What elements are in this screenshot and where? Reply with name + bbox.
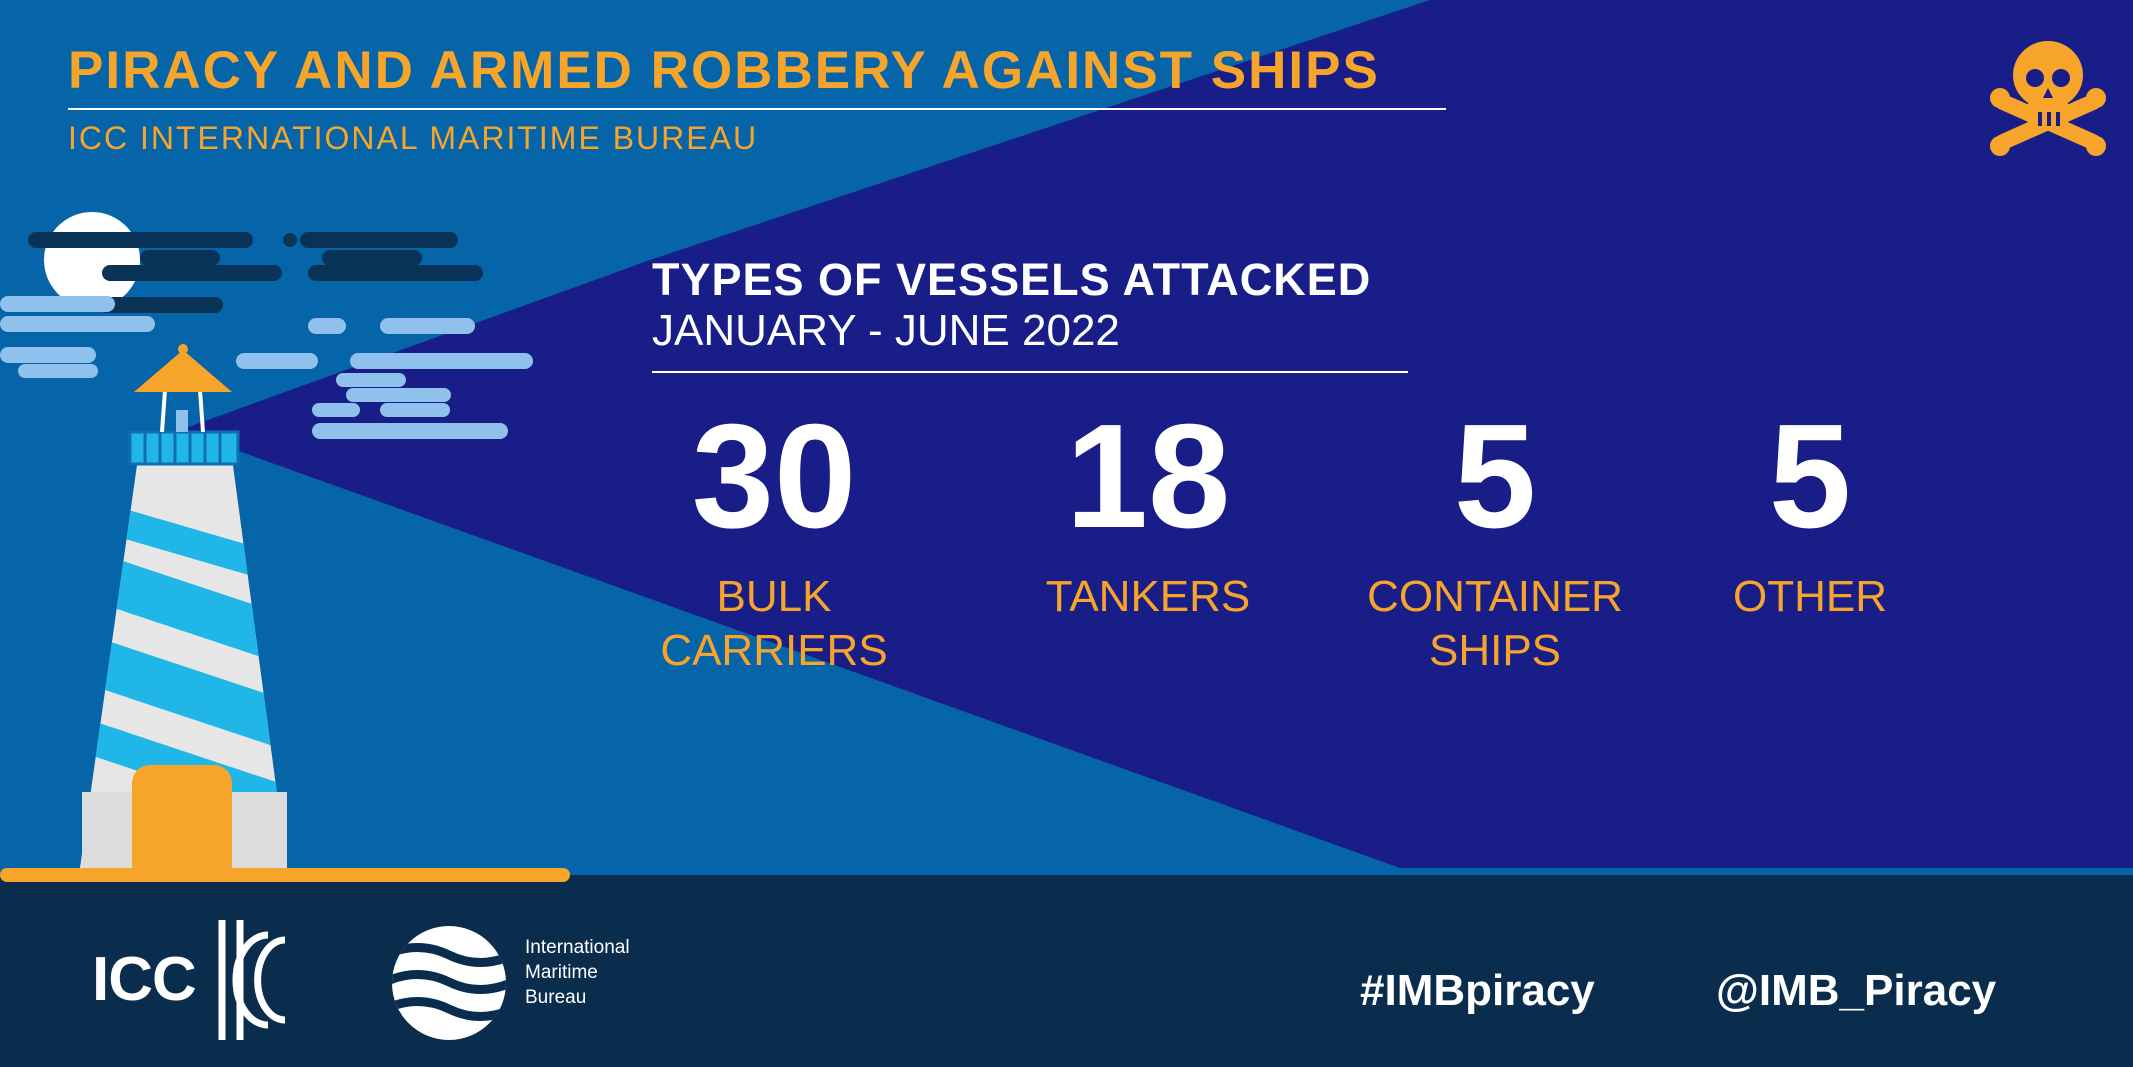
imb-line: Maritime [525, 962, 598, 983]
twitter-handle[interactable]: @IMB_Piracy [1716, 966, 1997, 1015]
stat-value: 5 [1768, 394, 1852, 559]
stat-bulk-carriers: 30 BULK CARRIERS [624, 402, 924, 678]
stat-label: OTHER [1733, 572, 1887, 621]
section-period: JANUARY - JUNE 2022 [652, 306, 1120, 355]
icc-logo-mark [218, 920, 286, 1040]
imb-logo-text: International Maritime Bureau [525, 935, 685, 1010]
organization-name: ICC INTERNATIONAL MARITIME BUREAU [68, 120, 759, 156]
stat-label: BULK CARRIERS [660, 572, 888, 675]
section-divider [652, 371, 1408, 373]
page-title: PIRACY AND ARMED ROBBERY AGAINST SHIPS [68, 41, 1380, 100]
hashtag[interactable]: #IMBpiracy [1360, 966, 1595, 1015]
imb-line: Bureau [525, 987, 587, 1008]
navy-panel [180, 0, 2133, 868]
stat-value: 18 [1065, 394, 1231, 559]
imb-line: International [525, 937, 630, 958]
stat-value: 5 [1453, 394, 1537, 559]
moon-icon [44, 212, 140, 308]
stat-value: 30 [691, 394, 857, 559]
footer-band [0, 875, 2133, 1067]
stat-label: CONTAINER SHIPS [1367, 572, 1623, 675]
lighthouse-illustration [80, 344, 287, 868]
title-divider [68, 108, 1446, 110]
section-title: TYPES OF VESSELS ATTACKED [652, 254, 1372, 305]
imb-waves-logo [392, 926, 506, 1040]
dark-clouds [28, 232, 483, 313]
stat-tankers: 18 TANKERS [998, 402, 1298, 624]
light-clouds [0, 296, 533, 439]
stat-container-ships: 5 CONTAINER SHIPS [1345, 402, 1645, 678]
skull-crossbones-icon [1990, 41, 2106, 156]
icc-logo: ICC [92, 945, 197, 1014]
ground-line [0, 868, 570, 882]
stat-label: TANKERS [1045, 572, 1251, 621]
stat-other: 5 OTHER [1660, 402, 1960, 624]
